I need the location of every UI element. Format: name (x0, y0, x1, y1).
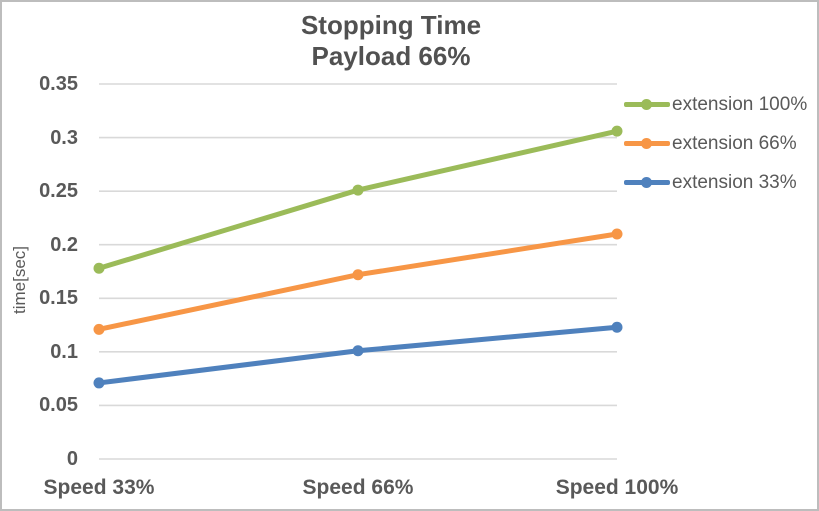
y-tick-label: 0.2 (50, 233, 78, 256)
legend-label: extension 33% (672, 171, 797, 193)
series-line (96, 231, 620, 332)
legend-item: extension 100% (624, 85, 807, 124)
data-point-marker (611, 321, 623, 333)
y-tick-label: 0.1 (50, 340, 78, 363)
legend-line-marker-icon (624, 99, 670, 110)
y-tick-label: 0.05 (39, 394, 78, 417)
data-point-marker (611, 228, 623, 240)
legend-item: extension 33% (624, 163, 807, 202)
y-tick-label: 0.3 (50, 126, 78, 149)
data-point-marker (352, 269, 364, 281)
x-tick-label: Speed 100% (555, 476, 679, 499)
data-point-marker (93, 377, 105, 389)
data-point-marker (93, 262, 105, 274)
chart-title: Stopping Time Payload 66% (2, 10, 780, 72)
data-point-marker (352, 345, 364, 357)
x-tick-label: Speed 33% (43, 476, 155, 499)
legend-line-marker-icon (624, 138, 670, 149)
legend-item: extension 66% (624, 124, 807, 163)
legend-label: extension 66% (672, 132, 797, 154)
data-point-marker (611, 125, 623, 137)
chart-title-line2: Payload 66% (311, 41, 471, 71)
y-tick-label: 0.25 (39, 180, 78, 203)
legend-label: extension 100% (672, 93, 808, 115)
y-tick-label: 0.35 (39, 73, 78, 95)
data-point-marker (93, 323, 105, 335)
y-tick-label: 0 (66, 448, 78, 470)
chart-title-line1: Stopping Time (300, 10, 482, 40)
legend-line-marker-icon (624, 177, 670, 188)
data-point-marker (352, 184, 364, 196)
legend: extension 100% extension 66% extension 33% (624, 85, 807, 202)
x-tick-label: Speed 66% (302, 476, 414, 499)
y-tick-label: 0.15 (39, 287, 78, 310)
